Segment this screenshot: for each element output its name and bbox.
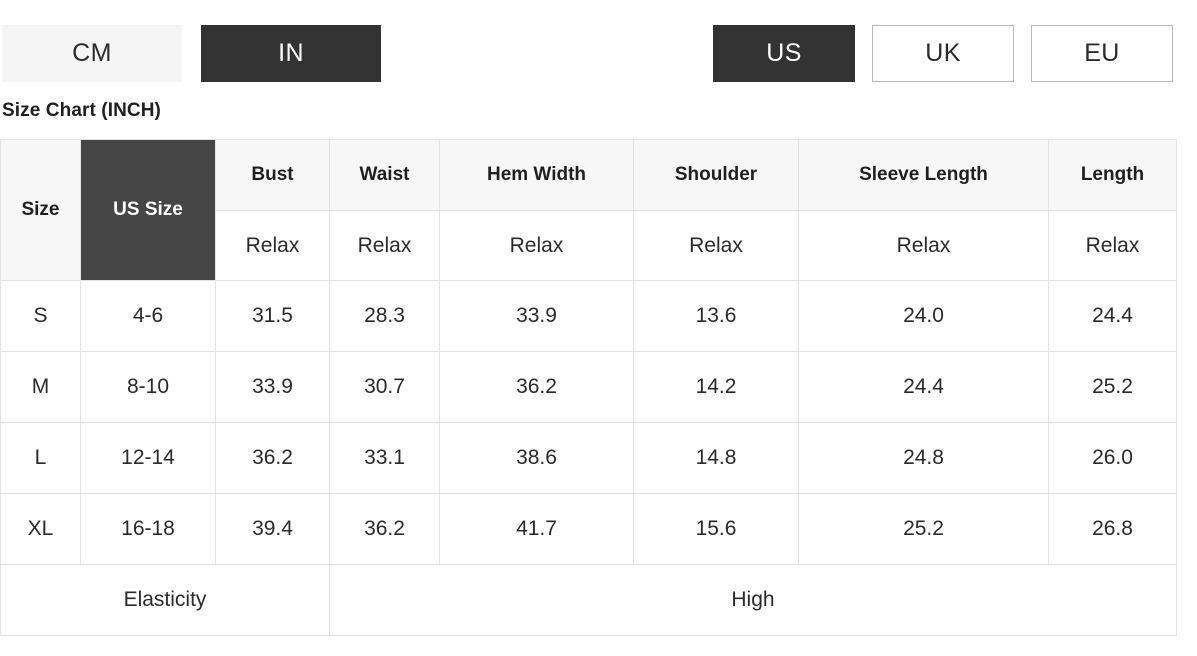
cell-size: M bbox=[0, 351, 81, 423]
elasticity-row: Elasticity High bbox=[0, 564, 1177, 636]
header-shoulder: Shoulder bbox=[633, 139, 799, 211]
toggle-bar: CM IN US UK EU bbox=[0, 0, 1197, 82]
cell-length: 25.2 bbox=[1048, 351, 1177, 423]
header-bust: Bust bbox=[215, 139, 330, 211]
cell-length: 24.4 bbox=[1048, 280, 1177, 352]
elasticity-value: High bbox=[329, 564, 1177, 636]
region-toggle-group: US UK EU bbox=[713, 25, 1173, 82]
cell-shoulder: 15.6 bbox=[633, 493, 799, 565]
table-row: S 4-6 31.5 28.3 33.9 13.6 24.0 24.4 bbox=[0, 280, 1177, 352]
unit-toggle-cm[interactable]: CM bbox=[2, 25, 182, 82]
fit-bust: Relax bbox=[215, 210, 330, 281]
cell-shoulder: 14.2 bbox=[633, 351, 799, 423]
cell-hem-width: 41.7 bbox=[439, 493, 634, 565]
fit-waist: Relax bbox=[329, 210, 440, 281]
cell-sleeve-length: 24.0 bbox=[798, 280, 1049, 352]
cell-waist: 33.1 bbox=[329, 422, 440, 494]
cell-size: XL bbox=[0, 493, 81, 565]
cell-hem-width: 36.2 bbox=[439, 351, 634, 423]
cell-us-size: 16-18 bbox=[80, 493, 216, 565]
header-row-fit: Relax Relax Relax Relax Relax Relax bbox=[1, 210, 1177, 281]
header-hem-width: Hem Width bbox=[439, 139, 634, 211]
fit-sleeve-length: Relax bbox=[798, 210, 1049, 281]
table-row: M 8-10 33.9 30.7 36.2 14.2 24.4 25.2 bbox=[0, 351, 1177, 423]
header-size: Size bbox=[0, 139, 81, 281]
cell-sleeve-length: 24.4 bbox=[798, 351, 1049, 423]
region-toggle-uk[interactable]: UK bbox=[872, 25, 1014, 82]
cell-sleeve-length: 25.2 bbox=[798, 493, 1049, 565]
size-chart-table: Size US Size Bust Waist Hem Width Should… bbox=[0, 139, 1177, 636]
cell-us-size: 12-14 bbox=[80, 422, 216, 494]
cell-hem-width: 38.6 bbox=[439, 422, 634, 494]
region-toggle-us[interactable]: US bbox=[713, 25, 855, 82]
header-waist: Waist bbox=[329, 139, 440, 211]
table-foot: Elasticity High bbox=[0, 564, 1177, 636]
fit-shoulder: Relax bbox=[633, 210, 799, 281]
table-body: S 4-6 31.5 28.3 33.9 13.6 24.0 24.4 M 8-… bbox=[0, 280, 1177, 565]
cell-sleeve-length: 24.8 bbox=[798, 422, 1049, 494]
cell-shoulder: 13.6 bbox=[633, 280, 799, 352]
cell-us-size: 8-10 bbox=[80, 351, 216, 423]
cell-us-size: 4-6 bbox=[80, 280, 216, 352]
header-sleeve-length: Sleeve Length bbox=[798, 139, 1049, 211]
header-length: Length bbox=[1048, 139, 1177, 211]
cell-length: 26.8 bbox=[1048, 493, 1177, 565]
cell-waist: 28.3 bbox=[329, 280, 440, 352]
table-row: XL 16-18 39.4 36.2 41.7 15.6 25.2 26.8 bbox=[0, 493, 1177, 565]
fit-length: Relax bbox=[1048, 210, 1177, 281]
unit-toggle-in[interactable]: IN bbox=[201, 25, 381, 82]
table-row: L 12-14 36.2 33.1 38.6 14.8 24.8 26.0 bbox=[0, 422, 1177, 494]
fit-hem-width: Relax bbox=[439, 210, 634, 281]
cell-bust: 33.9 bbox=[215, 351, 330, 423]
cell-shoulder: 14.8 bbox=[633, 422, 799, 494]
cell-bust: 36.2 bbox=[215, 422, 330, 494]
header-us-size: US Size bbox=[80, 139, 216, 281]
cell-hem-width: 33.9 bbox=[439, 280, 634, 352]
cell-bust: 31.5 bbox=[215, 280, 330, 352]
cell-size: L bbox=[0, 422, 81, 494]
size-chart-wrapper: Size US Size Bust Waist Hem Width Should… bbox=[0, 139, 1177, 636]
region-toggle-eu[interactable]: EU bbox=[1031, 25, 1173, 82]
header-row-measurements: Size US Size Bust Waist Hem Width Should… bbox=[0, 139, 1177, 281]
cell-bust: 39.4 bbox=[215, 493, 330, 565]
cell-waist: 36.2 bbox=[329, 493, 440, 565]
cell-size: S bbox=[0, 280, 81, 352]
table-head: Size US Size Bust Waist Hem Width Should… bbox=[0, 139, 1177, 281]
cell-waist: 30.7 bbox=[329, 351, 440, 423]
page-title: Size Chart (INCH) bbox=[2, 100, 161, 121]
cell-length: 26.0 bbox=[1048, 422, 1177, 494]
elasticity-label: Elasticity bbox=[0, 564, 330, 636]
unit-toggle-group: CM IN bbox=[2, 25, 381, 82]
